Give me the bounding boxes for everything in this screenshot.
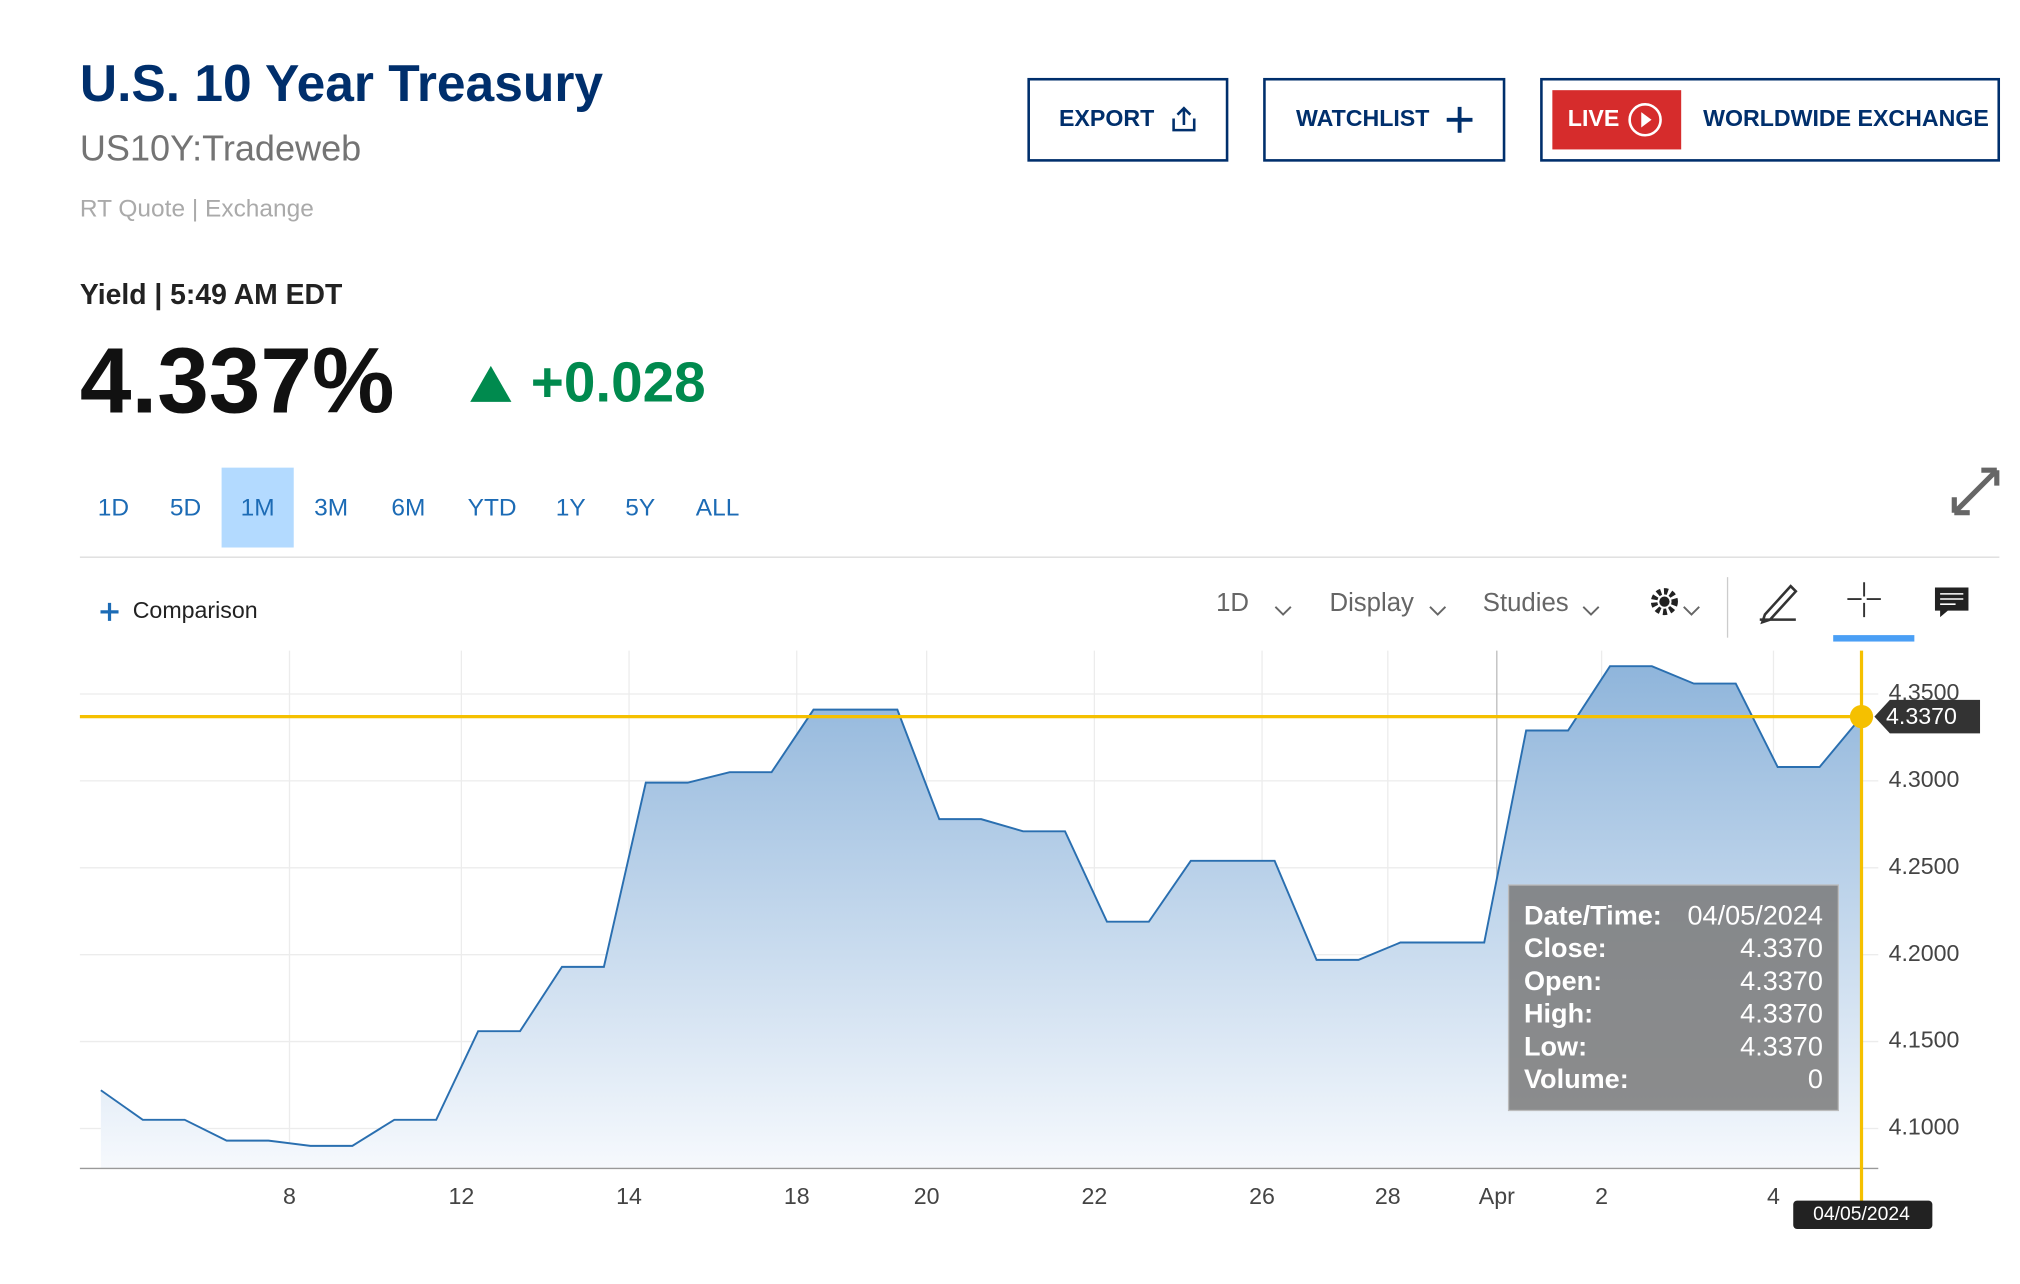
quote-type: RT Quote | Exchange	[80, 195, 314, 222]
x-tick-label: 18	[784, 1183, 810, 1209]
active-tool	[1833, 635, 1915, 642]
comment-lines	[1940, 593, 1964, 605]
expand-icon[interactable]	[1951, 467, 2000, 516]
exchange-label[interactable]: WORLDWIDE EXCHANGE	[1703, 105, 1989, 131]
range-tab[interactable]: 6M	[391, 494, 425, 521]
range-tab[interactable]: 5D	[170, 494, 201, 521]
tooltip-value: 4.3370	[1740, 933, 1823, 963]
yield-time: Yield | 5:49 AM EDT	[80, 279, 342, 311]
export-label[interactable]: EXPORT	[1059, 105, 1154, 131]
date-flag	[1793, 1200, 1933, 1229]
watchlist-label[interactable]: WATCHLIST	[1296, 105, 1429, 131]
x-tick-label: 4	[1767, 1183, 1780, 1209]
y-tick-label: 4.1000	[1889, 1114, 1960, 1140]
live-button[interactable]: LIVE WORLDWIDE EXCHANGE	[1540, 77, 2001, 162]
up-arrow	[470, 365, 512, 402]
crosshair-icon[interactable]	[1847, 582, 1881, 618]
tooltip-value: 4.3370	[1740, 999, 1823, 1029]
plus-icon	[1446, 106, 1473, 133]
y-tick-label: 4.2500	[1889, 853, 1960, 879]
tooltip-value: 04/05/2024	[1688, 900, 1823, 930]
tooltip-label: Close:	[1524, 933, 1607, 963]
display[interactable]: Display	[1329, 589, 1414, 617]
studies[interactable]: Studies	[1483, 589, 1569, 617]
tooltip	[1507, 884, 1839, 1112]
x-tick-label: 2	[1595, 1183, 1608, 1209]
play-triangle	[1641, 112, 1652, 128]
export-icon	[1172, 106, 1196, 132]
y-tick-label: 4.3000	[1889, 766, 1960, 792]
range-tab[interactable]: 3M	[314, 494, 348, 521]
x-tick-label: Apr	[1479, 1183, 1515, 1209]
tooltip-value: 4.3370	[1740, 966, 1823, 996]
date-flag-label: 04/05/2024	[1813, 1204, 1910, 1225]
price-flag	[1874, 699, 1981, 734]
draw-icon[interactable]	[1759, 584, 1798, 625]
plus-icon[interactable]	[100, 602, 119, 621]
play-icon	[1628, 103, 1662, 137]
tooltip-label: Low:	[1524, 1031, 1587, 1061]
symbol: US10Y:Tradeweb	[80, 127, 361, 168]
range-tab[interactable]: ALL	[696, 494, 740, 521]
interval[interactable]: 1D	[1216, 589, 1249, 617]
range-selected	[221, 467, 294, 548]
chevron	[1582, 606, 1600, 616]
tooltip-label: High:	[1524, 999, 1593, 1029]
tooltip-value: 4.3370	[1740, 1031, 1823, 1061]
y-tick-label: 4.2000	[1889, 940, 1960, 966]
chevron	[1429, 606, 1447, 616]
range-tab[interactable]: 1Y	[556, 494, 586, 521]
gear-icon[interactable]	[1650, 588, 1678, 616]
comparison[interactable]: Comparison	[133, 597, 258, 623]
tooltip-label: Open:	[1524, 966, 1602, 996]
x-tick-label: 28	[1375, 1183, 1401, 1209]
chevron	[1683, 606, 1700, 616]
chevron	[1274, 606, 1292, 616]
price: 4.337%	[80, 328, 395, 432]
change: +0.028	[531, 351, 706, 414]
export-button[interactable]: EXPORT	[1027, 77, 1229, 162]
x-tick-label: 26	[1249, 1183, 1275, 1209]
x-tick-label: 22	[1081, 1183, 1107, 1209]
range-tab[interactable]: 1D	[98, 494, 129, 521]
range-tab[interactable]: 5Y	[625, 494, 655, 521]
range-tab[interactable]: YTD	[468, 494, 517, 521]
tooltip-label: Date/Time:	[1524, 900, 1662, 930]
area	[100, 666, 1862, 1169]
line	[100, 665, 1863, 1147]
price-flag-label: 4.3370	[1886, 703, 1957, 729]
watchlist-button[interactable]: WATCHLIST	[1263, 77, 1506, 162]
tooltip-label: Volume:	[1524, 1064, 1629, 1094]
live-label[interactable]: LIVE	[1568, 105, 1620, 131]
tooltip-value: 0	[1808, 1064, 1823, 1094]
x-tick-label: 14	[616, 1183, 642, 1209]
crosshair-dot	[1849, 705, 1874, 729]
x-tick-label: 12	[448, 1183, 474, 1209]
x-tick-label: 20	[914, 1183, 940, 1209]
range-tabs: 1D 5D 1M 3M 6M YTD 1Y 5Y ALL	[98, 494, 740, 521]
title: U.S. 10 Year Treasury	[80, 54, 604, 112]
gear-center	[1659, 596, 1670, 607]
x-tick-label: 8	[283, 1183, 296, 1209]
y-tick-label: 4.1500	[1889, 1027, 1960, 1053]
range-tab[interactable]: 1M	[241, 494, 275, 521]
comment-icon[interactable]	[1934, 587, 1969, 618]
